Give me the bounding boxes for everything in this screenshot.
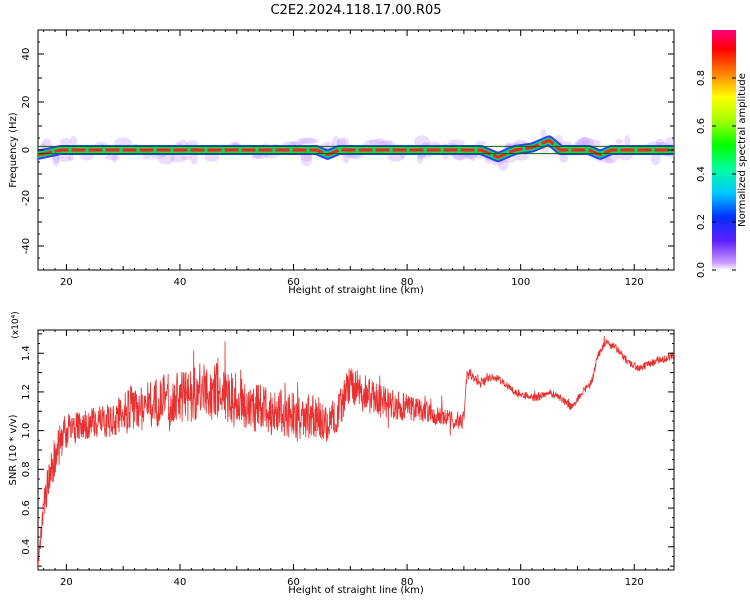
- spectrogram-halo: [169, 154, 187, 163]
- spectrogram-halo: [615, 139, 624, 144]
- snr-x-tick-label: 120: [625, 577, 644, 588]
- snr-y-tick-label: 0.8: [21, 461, 32, 477]
- snr-panel: 20 40 60 80 100 120 0.4 0.6 0.8 1.0 1.2 1.4 Height…: [8, 311, 675, 596]
- spectrogram-halo: [181, 155, 192, 161]
- spectrogram-halo: [69, 135, 78, 146]
- snr-y-tick-label: 1.4: [21, 345, 32, 361]
- spectrogram-halo: [368, 139, 381, 145]
- spectrogram-y-tick-label: 20: [21, 96, 32, 109]
- colorbar-label: Normalized spectral amplitude: [737, 73, 748, 227]
- spectrogram-y-tick-label: -40: [21, 238, 32, 254]
- spectrogram-y-tick-label: 40: [21, 48, 32, 61]
- spectrogram-halo: [374, 138, 385, 144]
- snr-y-label: SNR (10 * v/v): [8, 414, 19, 485]
- snr-x-tick-label: 40: [174, 577, 187, 588]
- spectrogram-halo: [512, 153, 530, 161]
- snr-y-axis: 0.4 0.6 0.8 1.0 1.2 1.4: [21, 333, 674, 567]
- spectrogram-halo: [416, 154, 423, 164]
- spectrogram-halo: [448, 139, 465, 146]
- colorbar-tick-label: 0.6: [696, 118, 707, 134]
- spectrogram-halo: [142, 154, 152, 160]
- spectrogram-halo: [52, 153, 60, 167]
- spectrogram-x-tick-label: 60: [287, 277, 300, 288]
- spectrogram-halo: [655, 138, 664, 146]
- spectrogram-x-tick-label: 40: [174, 277, 187, 288]
- spectrogram-halo: [297, 137, 316, 144]
- snr-x-tick-label: 80: [401, 577, 414, 588]
- spectrogram-halo: [559, 140, 572, 147]
- spectrogram-halo: [577, 137, 591, 147]
- spectrogram-halo: [157, 152, 175, 165]
- colorbar-tick-label: 0.4: [696, 166, 707, 182]
- spectrogram-halo: [600, 157, 613, 164]
- spectrogram-x-tick-label: 120: [625, 277, 644, 288]
- spectrogram-y-tick-label: -20: [21, 190, 32, 206]
- snr-x-tick-label: 60: [287, 577, 300, 588]
- spectrogram-y-axis: 40 20 0 -20 -40: [21, 29, 674, 271]
- colorbar-tick-label: 0.8: [696, 70, 707, 86]
- snr-y-tick-label: 1.2: [21, 384, 32, 400]
- spectrogram-halo: [111, 153, 118, 163]
- spectrogram-marks: [38, 128, 674, 171]
- snr-y-tick-label: 1.0: [21, 423, 32, 439]
- snr-y-tick-label: 0.4: [21, 539, 32, 555]
- snr-x-label: Height of straight line (km): [288, 585, 424, 596]
- spectrogram-halo: [336, 139, 347, 147]
- spectrogram-x-tick-label: 20: [60, 277, 73, 288]
- colorbar-tick-label: 0.0: [696, 262, 707, 278]
- spectrogram-halo: [475, 140, 487, 146]
- spectrogram-halo: [59, 138, 72, 147]
- colorbar: 0.0 0.2 0.4 0.6 0.8 Normalized spectral ampl…: [696, 30, 748, 278]
- snr-series-line: [38, 335, 674, 569]
- snr-x-axis: 20 40 60 80 100 120: [43, 330, 669, 588]
- spectrogram-x-tick-label: 100: [511, 277, 530, 288]
- spectrogram-x-axis: 20 40 60 80 100 120: [43, 30, 669, 288]
- spectrogram-y-tick-label: 0: [21, 147, 32, 153]
- spectrogram-halo: [300, 152, 313, 167]
- spectrogram-halo: [540, 128, 547, 138]
- spectrogram-halo: [57, 154, 72, 162]
- snr-y-tick-label: 0.6: [21, 500, 32, 516]
- spectrogram-halo: [251, 154, 269, 159]
- spectrogram-halo: [559, 153, 569, 163]
- spectrogram-halo: [342, 152, 350, 164]
- snr-plot-frame: [37, 329, 675, 571]
- snr-x-tick-label: 20: [60, 577, 73, 588]
- spectrogram-core-band: [38, 138, 674, 159]
- spectrogram-x-label: Height of straight line (km): [288, 285, 424, 296]
- spectrogram-y-label: Frequency (Hz): [8, 112, 19, 188]
- colorbar-ticks: 0.0 0.2 0.4 0.6 0.8: [696, 70, 736, 278]
- spectrogram-panel: 20 40 60 80 100 120 40 20 0 -20 -40 Height of str…: [8, 29, 675, 296]
- spectrogram-halo: [300, 138, 319, 145]
- colorbar-tick-label: 0.2: [696, 214, 707, 230]
- snr-x-tick-label: 100: [511, 577, 530, 588]
- snr-multiplier: (x10⁴): [11, 311, 21, 338]
- spectrogram-halo: [384, 140, 393, 146]
- colorbar-gradient: [712, 30, 736, 270]
- spectrogram-x-tick-label: 80: [401, 277, 414, 288]
- spectrogram-halo: [624, 134, 631, 148]
- spectrogram-halo: [67, 153, 75, 161]
- figure-title: C2E2.2024.118.17.00.R05: [270, 3, 441, 18]
- spectrogram-halo: [204, 153, 220, 162]
- spectrogram-halo: [416, 153, 426, 160]
- snr-marks: [38, 335, 674, 569]
- spectrogram-halo: [104, 154, 121, 161]
- spectrogram-halo: [290, 140, 306, 146]
